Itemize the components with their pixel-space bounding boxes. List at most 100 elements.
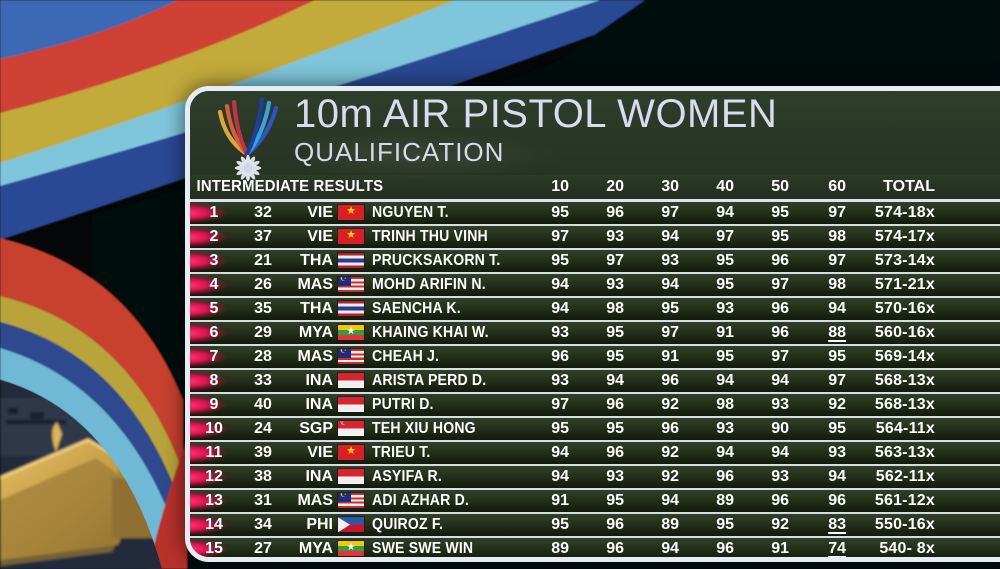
noc-code: THA — [300, 252, 333, 269]
bib-number: 32 — [254, 204, 272, 221]
ribbon-logo-icon — [217, 96, 279, 157]
scoreboard-header: 10m AIR PISTOL WOMEN QUALIFICATION — [190, 91, 1000, 182]
score-series-3: 94 — [661, 540, 679, 557]
athlete-name: NGUYEN T. — [372, 204, 449, 221]
flag-tha-icon — [338, 253, 364, 269]
score-series-4: 98 — [716, 396, 734, 413]
bib-number: 21 — [254, 252, 272, 269]
score-series-3: 91 — [661, 348, 679, 365]
score-series-1: 94 — [551, 444, 569, 461]
score-series-5: 92 — [771, 516, 789, 533]
flag-vie-icon — [338, 205, 364, 221]
score-series-6: 95 — [828, 348, 846, 365]
bib-number: 28 — [254, 348, 272, 365]
score-series-1: 97 — [551, 228, 569, 245]
score-series-3: 89 — [661, 516, 679, 533]
athlete-name: TEH XIU HONG — [372, 420, 476, 437]
column-header-10: 10 — [551, 178, 569, 195]
athlete-name: ASYIFA R. — [372, 468, 442, 485]
score-series-2: 95 — [606, 420, 624, 437]
score-series-1: 95 — [551, 252, 569, 269]
rank-value: 5 — [209, 300, 219, 317]
score-series-5: 90 — [771, 420, 789, 437]
score-series-3: 94 — [661, 228, 679, 245]
total-score: 550-16x — [874, 516, 935, 533]
score-series-3: 95 — [661, 300, 679, 317]
bib-number: 31 — [254, 492, 272, 509]
bib-number: 35 — [254, 300, 272, 317]
athlete-name: ADI AZHAR D. — [372, 492, 470, 509]
total-score: 560-16x — [874, 324, 935, 341]
rank-value: 13 — [205, 492, 223, 509]
score-series-4: 94 — [716, 444, 734, 461]
noc-code: MAS — [297, 276, 333, 293]
noc-code: VIE — [307, 444, 333, 461]
score-series-4: 93 — [716, 300, 734, 317]
score-series-3: 94 — [661, 492, 679, 509]
score-series-1: 91 — [551, 492, 569, 509]
athlete-name: CHEAH J. — [372, 348, 440, 365]
score-series-5: 93 — [771, 468, 789, 485]
score-series-4: 96 — [716, 468, 734, 485]
results-rows: 1 32 VIE NGUYEN T. 95 96 97 94 95 97 574… — [190, 202, 1000, 557]
table-row: 8 33 INA ARISTA PERD D. 93 94 96 94 94 9… — [190, 370, 1000, 394]
bib-number: 37 — [254, 228, 272, 245]
bib-number: 29 — [254, 324, 272, 341]
bib-number: 24 — [254, 420, 272, 437]
bib-number: 39 — [254, 444, 272, 461]
bib-number: 27 — [254, 540, 272, 557]
noc-code: INA — [305, 372, 333, 389]
noc-code: PHI — [306, 516, 333, 533]
medal-rosette-icon — [234, 154, 262, 182]
total-score: 574-17x — [874, 228, 935, 245]
score-series-2: 96 — [606, 516, 624, 533]
score-series-4: 97 — [716, 228, 734, 245]
noc-code: THA — [300, 300, 333, 317]
total-score: 568-13x — [874, 396, 935, 413]
score-series-4: 95 — [716, 252, 734, 269]
score-series-3: 92 — [661, 468, 679, 485]
score-series-5: 96 — [771, 252, 789, 269]
column-header-50: 50 — [771, 178, 789, 195]
total-score: 569-14x — [874, 348, 935, 365]
score-series-2: 95 — [606, 348, 624, 365]
total-score: 561-12x — [874, 492, 935, 509]
table-header-row: INTERMEDIATE RESULTS 10 20 30 40 50 60 T… — [190, 175, 1000, 202]
athlete-name: MOHD ARIFIN N. — [372, 276, 486, 293]
total-score: 568-13x — [874, 372, 935, 389]
athlete-name: QUIROZ F. — [372, 516, 444, 533]
score-series-4: 95 — [716, 276, 734, 293]
score-series-3: 92 — [661, 444, 679, 461]
score-series-2: 96 — [606, 444, 624, 461]
score-series-4: 93 — [716, 420, 734, 437]
rank-value: 12 — [205, 468, 223, 485]
table-row: 10 24 SGP TEH XIU HONG 95 95 96 93 90 95… — [190, 418, 1000, 442]
score-series-5: 94 — [771, 372, 789, 389]
total-score: 573-14x — [874, 252, 935, 269]
score-series-5: 95 — [771, 204, 789, 221]
score-series-3: 94 — [661, 276, 679, 293]
table-row: 6 29 MYA KHAING KHAI W. 93 95 97 91 96 8… — [190, 322, 1000, 346]
score-series-5: 97 — [771, 348, 789, 365]
score-series-5: 94 — [771, 444, 789, 461]
table-row: 12 38 INA ASYIFA R. 94 93 92 96 93 94 56… — [190, 466, 1000, 490]
flag-ina-icon — [338, 397, 364, 413]
rank-value: 9 — [209, 396, 219, 413]
score-series-2: 96 — [606, 396, 624, 413]
athlete-name: TRIEU T. — [372, 444, 431, 461]
noc-code: MAS — [297, 492, 333, 509]
score-series-5: 91 — [771, 540, 789, 557]
flag-ina-icon — [338, 469, 364, 485]
rank-value: 11 — [205, 444, 223, 461]
score-series-1: 96 — [551, 348, 569, 365]
score-series-5: 96 — [771, 324, 789, 341]
table-row: 9 40 INA PUTRI D. 97 96 92 98 93 92 568-… — [190, 394, 1000, 418]
score-series-3: 97 — [661, 204, 679, 221]
table-row: 3 21 THA PRUCKSAKORN T. 95 97 93 95 96 9… — [190, 250, 1000, 274]
flag-mya-icon — [338, 325, 364, 341]
column-header-total: TOTAL — [883, 178, 935, 195]
score-series-2: 98 — [606, 300, 624, 317]
score-series-2: 93 — [606, 228, 624, 245]
athlete-name: TRINH THU VINH — [372, 228, 488, 245]
table-row: 5 35 THA SAENCHA K. 94 98 95 93 96 94 57… — [190, 298, 1000, 322]
